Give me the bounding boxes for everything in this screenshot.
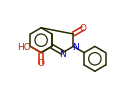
Text: O: O <box>38 59 45 68</box>
Text: N: N <box>59 50 66 59</box>
Text: HO: HO <box>17 42 31 51</box>
Text: O: O <box>80 24 86 33</box>
Text: N: N <box>72 43 79 52</box>
